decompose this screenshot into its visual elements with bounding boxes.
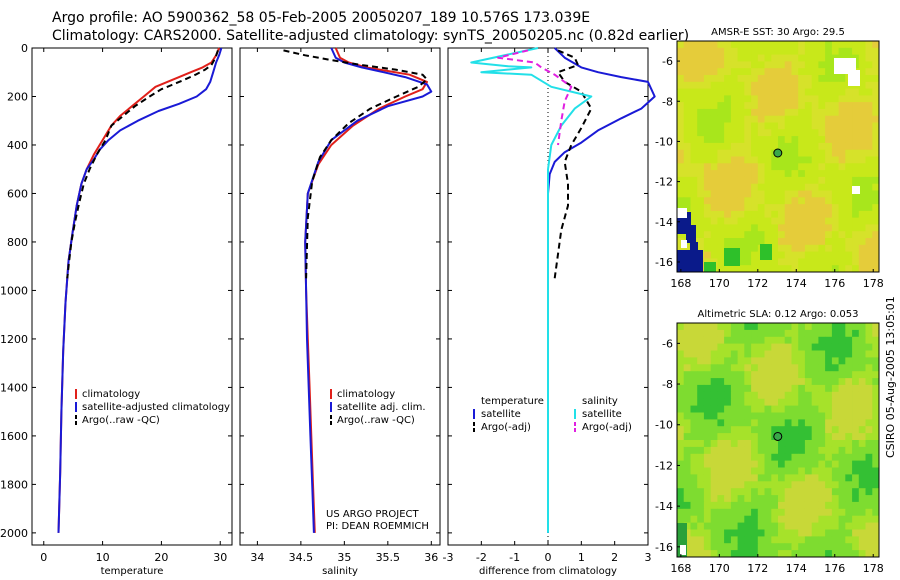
salinity-annotation: PI: DEAN ROEMMICH [326, 521, 429, 532]
depth-tick-label: 1200 [0, 333, 28, 346]
difference-xtick-label: 1 [578, 551, 585, 564]
difference-legend-title-salinity: salinity [582, 396, 618, 407]
difference-legend-entry: Argo(-adj) [481, 422, 531, 433]
depth-tick-label: 2000 [0, 527, 28, 540]
csiro-timestamp: CSIRO 05-Aug-2005 13:05:01 [884, 296, 897, 458]
temperature-plot-frame [31, 47, 233, 546]
sla-map-xtick-label: 174 [786, 562, 807, 575]
depth-tick-label: 1000 [0, 284, 28, 297]
difference-legend-title-temperature: temperature [481, 396, 544, 407]
temperature-series-satellite-adjusted-climatology [57, 47, 223, 533]
sst-map-ytick-label: -8 [662, 95, 673, 108]
difference-legend-entry: Argo(-adj) [582, 422, 632, 433]
salinity-annotation: US ARGO PROJECT [326, 509, 420, 520]
sla-map-xtick-label: 170 [709, 562, 730, 575]
salinity-xtick-label: 36 [424, 551, 438, 564]
sst-map-xtick-label: 168 [670, 277, 691, 290]
difference-series-temperature-satellite [547, 47, 656, 533]
sst-map-xtick-label: 176 [824, 277, 845, 290]
profile-header-line1: Argo profile: AO 5900362_58 05-Feb-2005 … [52, 10, 591, 26]
difference-series-salinity-argo-adj [497, 49, 573, 146]
depth-tick-label: 400 [7, 139, 28, 152]
sst-map-cells [677, 41, 880, 273]
sst-map-features [677, 58, 860, 272]
salinity-xlabel: salinity [322, 566, 358, 577]
sst-map-argo-marker [773, 148, 783, 158]
sla-map-xtick-label: 168 [670, 562, 691, 575]
temperature-xtick-label: 0 [40, 551, 47, 564]
sst-map-ytick-label: -16 [655, 256, 673, 269]
sla-map-cells [677, 323, 880, 558]
temperature-xtick-label: 10 [96, 551, 110, 564]
sst-map-xtick-label: 174 [786, 277, 807, 290]
difference-series-temperature-argo-adj [553, 49, 593, 279]
salinity-xtick-label: 34 [250, 551, 264, 564]
sla-map-title: Altimetric SLA: 0.12 Argo: 0.053 [698, 309, 859, 320]
sla-map-ytick-label: -14 [655, 500, 673, 513]
sla-map-ytick-label: -6 [662, 337, 673, 350]
sla-map-ytick-label: -8 [662, 378, 673, 391]
difference-xtick-label: -3 [443, 551, 454, 564]
salinity-series-satellite-adj-clim [304, 47, 433, 533]
sst-map-ytick-label: -14 [655, 216, 673, 229]
depth-tick-label: 1600 [0, 430, 28, 443]
difference-xlabel: difference from climatology [479, 566, 617, 577]
depth-tick-label: 600 [7, 187, 28, 200]
sla-map-ytick-label: -12 [655, 459, 673, 472]
depth-tick-label: 200 [7, 90, 28, 103]
salinity-plot-frame [239, 47, 441, 546]
sst-map-frame [676, 40, 880, 273]
difference-series-salinity-satellite [470, 47, 593, 533]
temperature-legend-entry: climatology [82, 389, 140, 400]
difference-xtick-label: 0 [545, 551, 552, 564]
difference-xtick-label: 3 [645, 551, 652, 564]
profile-header-line2: Climatology: CARS2000. Satellite-adjuste… [52, 28, 690, 44]
sst-map-title: AMSR-E SST: 30 Argo: 29.5 [711, 27, 845, 38]
depth-tick-label: 1800 [0, 478, 28, 491]
depth-tick-label: 1400 [0, 381, 28, 394]
sst-map-ytick-label: -12 [655, 176, 673, 189]
difference-xtick-label: -1 [509, 551, 520, 564]
salinity-xtick-label: 34.5 [289, 551, 314, 564]
difference-xtick-label: -2 [476, 551, 487, 564]
salinity-legend-entry: climatology [337, 389, 395, 400]
sst-map-xtick-label: 178 [863, 277, 884, 290]
sla-map-ytick-label: -10 [655, 419, 673, 432]
salinity-legend-entry: Argo(..raw -QC) [337, 415, 415, 426]
sla-map-features [677, 523, 687, 557]
sla-map-frame [676, 322, 880, 558]
temperature-xlabel: temperature [101, 566, 164, 577]
salinity-legend-entry: satellite adj. clim. [337, 402, 426, 413]
sst-map-ytick-label: -10 [655, 135, 673, 148]
sla-map-xtick-label: 176 [824, 562, 845, 575]
difference-legend-entry: satellite [582, 409, 622, 420]
salinity-xtick-label: 35 [337, 551, 351, 564]
depth-tick-label: 800 [7, 236, 28, 249]
salinity-xtick-label: 35.5 [376, 551, 401, 564]
temperature-series-argo-raw-qc [66, 50, 219, 279]
sla-map-xtick-label: 178 [863, 562, 884, 575]
sla-map-argo-marker [773, 431, 783, 441]
sst-map-ytick-label: -6 [662, 55, 673, 68]
temperature-legend-entry: satellite-adjusted climatology [82, 402, 230, 413]
sst-map-xtick-label: 172 [747, 277, 768, 290]
sla-map-ytick-label: -16 [655, 541, 673, 554]
temperature-xtick-label: 20 [154, 551, 168, 564]
temperature-xtick-label: 30 [213, 551, 227, 564]
sla-map-xtick-label: 172 [747, 562, 768, 575]
salinity-series-argo-raw-qc [283, 49, 428, 279]
sst-map-xtick-label: 170 [709, 277, 730, 290]
temperature-legend-entry: Argo(..raw -QC) [82, 415, 160, 426]
difference-xtick-label: 2 [611, 551, 618, 564]
depth-tick-label: 0 [21, 42, 28, 55]
difference-legend-entry: satellite [481, 409, 521, 420]
